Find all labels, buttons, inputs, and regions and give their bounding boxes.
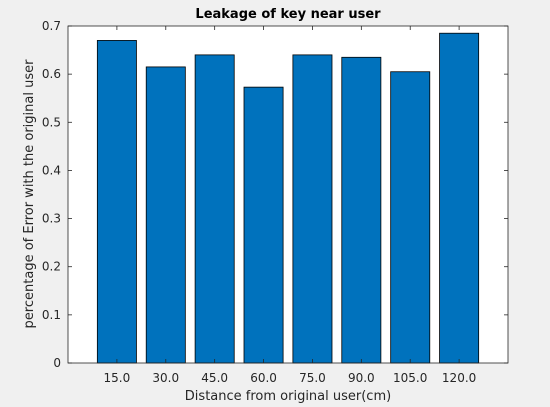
bar-120.0: [439, 32, 480, 364]
x-tick-label: 90.0: [348, 371, 375, 385]
y-tick-label: 0.1: [42, 308, 61, 322]
bar-45.0: [194, 54, 235, 364]
x-axis-label: Distance from original user(cm): [185, 389, 391, 404]
axes-box: [67, 25, 509, 364]
bars-group: [96, 32, 480, 364]
x-tick-label: 15.0: [104, 371, 131, 385]
y-tick-label: 0.6: [42, 67, 61, 81]
x-ticks-group: 15.0 30.0 45.0 60.0 75.0 90.0 105.0 120.0: [104, 26, 476, 385]
bar-15.0: [96, 40, 137, 364]
y-ticks-group: 0 0.1 0.2 0.3 0.4 0.5 0.6 0.7: [42, 19, 508, 370]
y-axis-label: percentage of Error with the original us…: [22, 59, 37, 329]
x-tick-label: 75.0: [299, 371, 326, 385]
x-tick-label: 120.0: [442, 371, 476, 385]
y-tick-label: 0: [53, 356, 61, 370]
bar-75.0: [292, 54, 333, 364]
x-tick-label: 30.0: [152, 371, 179, 385]
axes-background: [68, 26, 508, 363]
y-tick-label: 0.3: [42, 212, 61, 226]
x-tick-label: 45.0: [201, 371, 228, 385]
y-tick-label: 0.7: [42, 19, 61, 33]
bar-90.0: [341, 56, 382, 364]
bar-60.0: [243, 86, 284, 364]
y-tick-label: 0.5: [42, 115, 61, 129]
bar-30.0: [145, 66, 186, 364]
x-tick-label: 60.0: [250, 371, 277, 385]
y-tick-label: 0.4: [42, 163, 61, 177]
bar-105.0: [390, 71, 431, 364]
chart-title: Leakage of key near user: [195, 7, 381, 22]
y-tick-label: 0.2: [42, 260, 61, 274]
x-tick-label: 105.0: [393, 371, 427, 385]
